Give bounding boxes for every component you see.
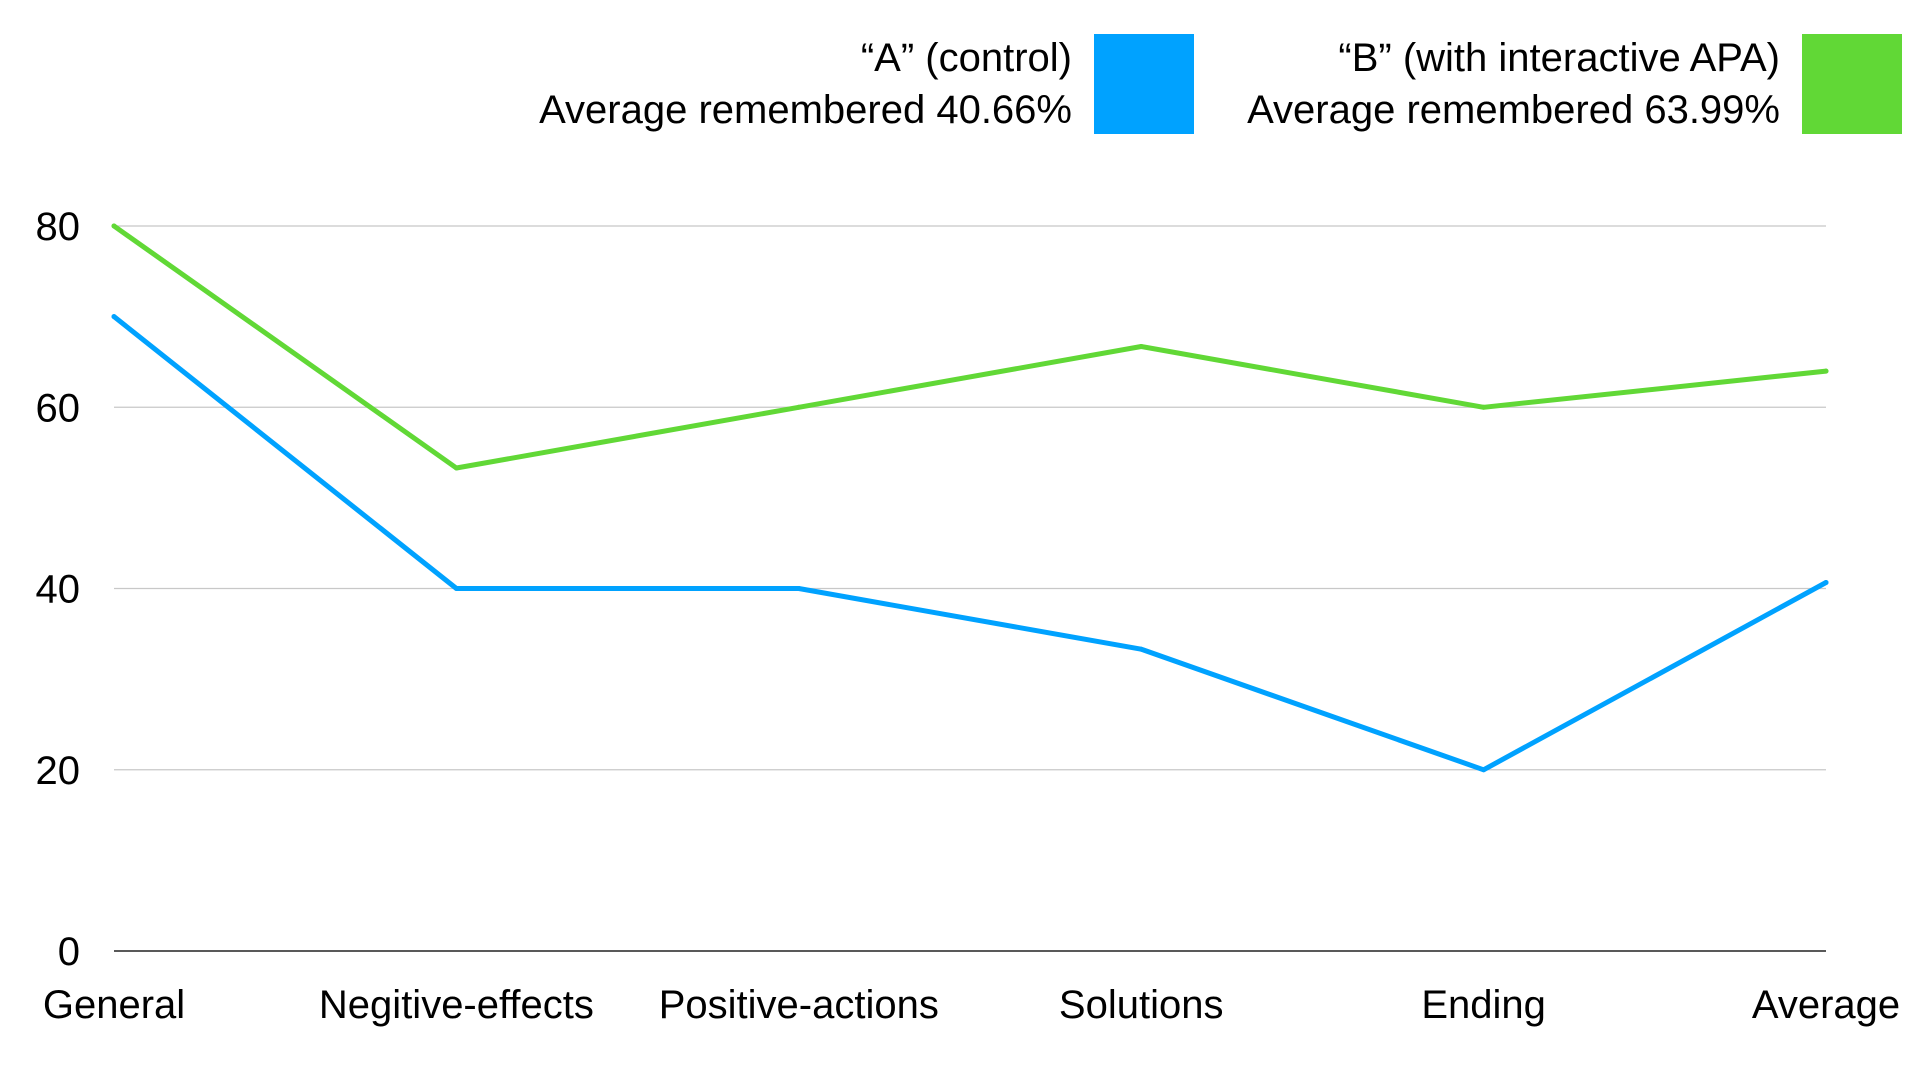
data-point-b-3	[1138, 344, 1144, 350]
x-tick-label-3: Solutions	[1059, 983, 1224, 1027]
legend-swatch-a	[1094, 34, 1194, 134]
legend-subtitle-a: Average remembered 40.66%	[539, 88, 1072, 132]
data-point-a-2	[796, 586, 802, 591]
series-line-a	[111, 314, 1829, 773]
x-tick-label-5: Average	[1752, 983, 1900, 1027]
legend-label-a: “A” (control)	[860, 36, 1072, 80]
x-tick-label-2: Positive-actions	[659, 983, 939, 1027]
y-tick-label-0: 0	[58, 930, 80, 974]
series-lines	[111, 223, 1829, 773]
legend-text-a: “A” (control) Average remembered 40.66%	[539, 32, 1072, 136]
data-point-a-1	[453, 586, 459, 591]
data-point-b-4	[1481, 404, 1487, 410]
data-point-a-4	[1481, 767, 1487, 773]
legend-text-b: “B” (with interactive APA) Average remem…	[1247, 32, 1780, 136]
x-tick-label-0: General	[43, 983, 185, 1027]
series-line-b	[111, 223, 1829, 471]
data-point-a-3	[1138, 646, 1144, 652]
x-axis-ticks: General Negitive-effects Positive-actions S…	[43, 983, 1900, 1027]
gridlines	[114, 225, 1826, 771]
data-point-b-2	[796, 404, 802, 410]
data-point-b-0	[111, 223, 117, 229]
legend-item-b: “B” (with interactive APA) Average remem…	[1247, 34, 1902, 134]
legend-label-b: “B” (with interactive APA)	[1338, 36, 1780, 80]
data-point-b-1	[453, 465, 459, 471]
data-point-b-5	[1823, 368, 1829, 374]
legend-subtitle-b: Average remembered 63.99%	[1247, 88, 1780, 132]
y-axis-ticks: 0 20 40 60 80	[36, 205, 81, 974]
y-tick-label-60: 60	[36, 386, 81, 430]
legend-swatch-b	[1802, 34, 1902, 134]
data-point-a-0	[111, 314, 117, 320]
y-tick-label-80: 80	[36, 205, 81, 249]
y-tick-label-20: 20	[36, 749, 81, 793]
x-tick-label-4: Ending	[1421, 983, 1546, 1027]
data-point-a-5	[1823, 580, 1829, 586]
legend-item-a: “A” (control) Average remembered 40.66%	[539, 34, 1194, 134]
x-tick-label-1: Negitive-effects	[319, 983, 594, 1027]
y-tick-label-40: 40	[36, 568, 81, 612]
